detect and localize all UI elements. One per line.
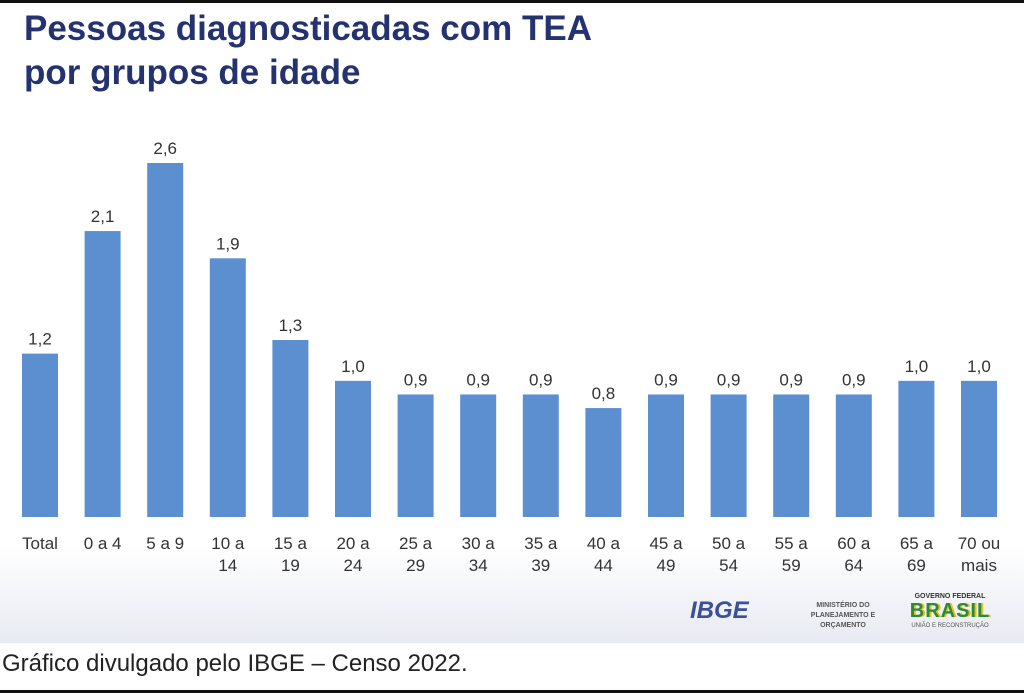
x-tick-label: Total [22, 534, 58, 553]
data-label: 0,9 [529, 370, 553, 389]
data-label: 0,9 [654, 370, 678, 389]
x-tick-label: 0 a 4 [84, 534, 122, 553]
x-tick-label: 15 a [274, 534, 308, 553]
bar [22, 353, 58, 517]
bar [460, 394, 497, 517]
data-label: 1,2 [28, 330, 52, 349]
ibge-logo: IBGE [690, 597, 749, 624]
x-tick-label: 69 [907, 556, 926, 575]
brasil-text: BRASIL [909, 600, 991, 622]
x-tick-label: 30 a [462, 534, 496, 553]
data-label: 1,3 [279, 316, 303, 335]
data-label: 2,6 [153, 139, 177, 158]
bar [147, 163, 184, 517]
data-label: 0,8 [592, 384, 616, 403]
x-tick-label: 70 ou [958, 534, 1001, 553]
x-tick-label: 5 a 9 [146, 534, 184, 553]
bar [835, 394, 872, 517]
data-label: 1,9 [216, 234, 240, 253]
data-label: 0,9 [466, 370, 490, 389]
x-tick-label: 59 [782, 556, 801, 575]
logos: IBGE MINISTÉRIO DO PLANEJAMENTO E ORÇAME… [690, 593, 1010, 638]
x-tick-label: 40 a [587, 534, 621, 553]
x-tick-label: 10 a [211, 534, 245, 553]
x-tick-label: 50 a [712, 534, 746, 553]
x-tick-label: 34 [469, 556, 488, 575]
bar [648, 394, 684, 517]
x-tick-label: 45 a [649, 534, 683, 553]
bar-chart: 1,2 Total 2,1 0 a 4 2,6 5 a 9 1,9 10 a 14 1,3 15 a… [22, 139, 1001, 575]
bar [898, 380, 935, 517]
x-tick-label: 55 a [775, 534, 809, 553]
x-tick-label: 20 a [336, 534, 370, 553]
caption: Gráfico divulgado pelo IBGE – Censo 2022… [2, 650, 468, 677]
x-tick-label: 29 [406, 556, 425, 575]
bar [961, 380, 997, 517]
data-label: 0,9 [842, 370, 866, 389]
data-label: 0,9 [779, 370, 803, 389]
x-tick-label: 25 a [399, 534, 433, 553]
data-label: 2,1 [91, 207, 115, 226]
bar [773, 394, 810, 517]
data-label: 1,0 [341, 357, 365, 376]
x-tick-label: 65 a [900, 534, 934, 553]
x-tick-label: 44 [594, 556, 613, 575]
x-tick-label: 35 a [524, 534, 558, 553]
x-tick-label: 39 [531, 556, 550, 575]
bar [84, 231, 121, 518]
x-tick-label: 54 [719, 556, 738, 575]
bar [710, 394, 747, 517]
x-tick-label: 19 [281, 556, 300, 575]
bar [585, 408, 622, 517]
bar [335, 380, 371, 517]
x-tick-label: 14 [218, 556, 237, 575]
top-border [0, 0, 1024, 3]
x-tick-label: 49 [657, 556, 676, 575]
bar [209, 258, 246, 517]
title-line-1: Pessoas diagnosticadas com TEA [24, 9, 592, 48]
bar [397, 394, 434, 517]
governo-text: GOVERNO FEDERAL [914, 593, 986, 600]
slogan-text: UNIÃO E RECONSTRUÇÃO [911, 623, 989, 629]
data-label: 0,9 [717, 370, 741, 389]
governo-federal-logo: GOVERNO FEDERAL BRASIL UNIÃO E RECONSTRU… [900, 593, 1000, 638]
x-tick-label: 24 [344, 556, 363, 575]
x-tick-label: 64 [844, 556, 863, 575]
x-tick-label: mais [961, 556, 997, 575]
chart-title: Pessoas diagnosticadas com TEA por grupo… [24, 7, 592, 95]
data-label: 1,0 [905, 357, 929, 376]
bar [272, 340, 309, 517]
title-line-2: por grupos de idade [24, 53, 361, 92]
ministerio-logo: MINISTÉRIO DO PLANEJAMENTO E ORÇAMENTO [810, 602, 876, 629]
bar [522, 394, 559, 517]
bottom-border [0, 690, 1024, 693]
data-label: 1,0 [967, 357, 991, 376]
data-label: 0,9 [404, 370, 428, 389]
x-tick-label: 60 a [837, 534, 871, 553]
